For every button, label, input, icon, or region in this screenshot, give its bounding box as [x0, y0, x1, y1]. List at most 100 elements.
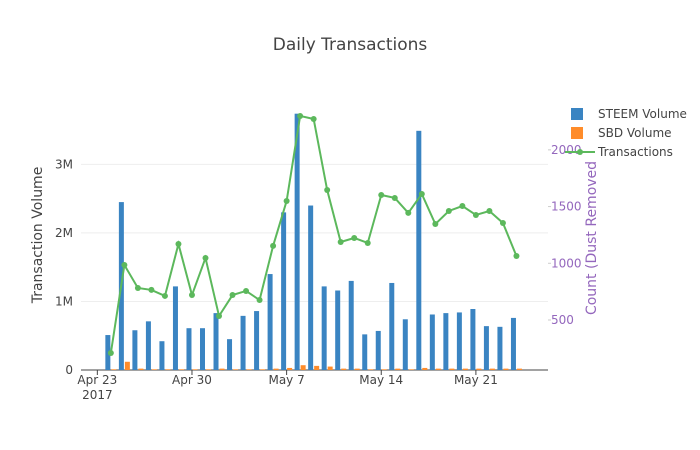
marker	[378, 191, 385, 198]
bar	[489, 368, 495, 370]
bar	[497, 326, 503, 370]
marker	[310, 116, 317, 123]
bar	[227, 339, 233, 370]
x-tick-label: Apr 30	[172, 373, 212, 387]
marker	[391, 194, 398, 201]
bar	[192, 369, 198, 370]
bar	[503, 368, 509, 370]
bar	[287, 367, 293, 370]
x-tick-label-line: 2017	[82, 388, 113, 402]
bar	[138, 368, 144, 370]
marker	[351, 234, 358, 241]
bar	[105, 335, 111, 370]
y2-tick-label: 2000	[551, 143, 582, 157]
bar	[483, 326, 489, 370]
bar	[273, 368, 279, 370]
marker	[337, 238, 344, 245]
bar	[151, 369, 157, 370]
y2-tick-label: 500	[551, 313, 574, 327]
y-tick-label: 2M	[55, 226, 73, 240]
marker	[324, 187, 331, 194]
bar	[402, 319, 408, 370]
bar	[476, 368, 482, 370]
marker	[513, 253, 520, 260]
marker	[499, 220, 506, 227]
bar	[300, 365, 306, 370]
bar	[335, 290, 341, 370]
marker	[134, 285, 141, 292]
marker	[148, 286, 155, 293]
marker	[405, 209, 412, 216]
bar	[368, 369, 374, 370]
x-tick-label: May 7	[268, 373, 304, 387]
bar	[199, 328, 205, 370]
marker	[175, 240, 182, 247]
marker	[243, 287, 250, 294]
legend-label: STEEM Volume	[598, 107, 687, 121]
bar	[456, 312, 462, 370]
bar	[254, 311, 260, 370]
marker	[216, 313, 223, 320]
bar	[321, 286, 327, 370]
bar	[348, 280, 354, 370]
bar	[294, 113, 300, 370]
bar	[281, 212, 287, 370]
bar	[246, 369, 252, 370]
marker	[270, 242, 277, 249]
bar	[233, 369, 239, 370]
bar	[381, 369, 387, 370]
bar	[449, 368, 455, 370]
marker	[472, 211, 479, 218]
y-tick-label: 3M	[55, 157, 73, 171]
bar	[172, 286, 178, 370]
marker	[107, 349, 114, 356]
bar	[389, 282, 395, 370]
marker	[256, 297, 263, 304]
bar	[267, 274, 273, 370]
bar	[516, 368, 522, 370]
chart-title: Daily Transactions	[273, 35, 428, 55]
marker	[202, 254, 209, 261]
marker	[121, 261, 128, 268]
y2-tick-label: 1500	[551, 200, 582, 214]
marker	[364, 239, 371, 246]
x-tick-label: May 21	[454, 373, 498, 387]
bar	[186, 328, 192, 370]
bar	[260, 369, 266, 370]
marker	[445, 207, 452, 214]
bar	[462, 368, 468, 370]
bar	[395, 368, 401, 370]
bar	[470, 309, 476, 370]
bar	[111, 369, 117, 370]
marker	[229, 292, 236, 299]
bar	[327, 366, 333, 370]
bar	[165, 369, 171, 370]
bar	[145, 321, 151, 370]
marker	[161, 292, 168, 299]
bar	[132, 330, 138, 370]
legend-swatch	[571, 108, 583, 120]
marker	[283, 198, 290, 205]
x-tick-label: Apr 23 2017	[77, 373, 117, 402]
y2-tick-label: 1000	[551, 256, 582, 270]
bar	[159, 341, 165, 370]
bar	[314, 365, 320, 370]
x-tick-label-line: Apr 23	[77, 373, 117, 387]
bar	[341, 368, 347, 370]
bar	[205, 369, 211, 370]
bar	[219, 368, 225, 370]
y-tick-label: 0	[65, 363, 73, 377]
y-tick-label: 1M	[55, 294, 73, 308]
bar	[354, 368, 360, 370]
legend-label: SBD Volume	[598, 126, 672, 140]
bar	[510, 317, 516, 370]
legend-swatch	[571, 127, 583, 139]
bar	[240, 315, 246, 370]
bar	[429, 314, 435, 370]
bar	[435, 368, 441, 370]
bar	[124, 361, 130, 370]
marker	[486, 207, 493, 214]
bar	[416, 130, 422, 370]
marker	[418, 190, 425, 197]
